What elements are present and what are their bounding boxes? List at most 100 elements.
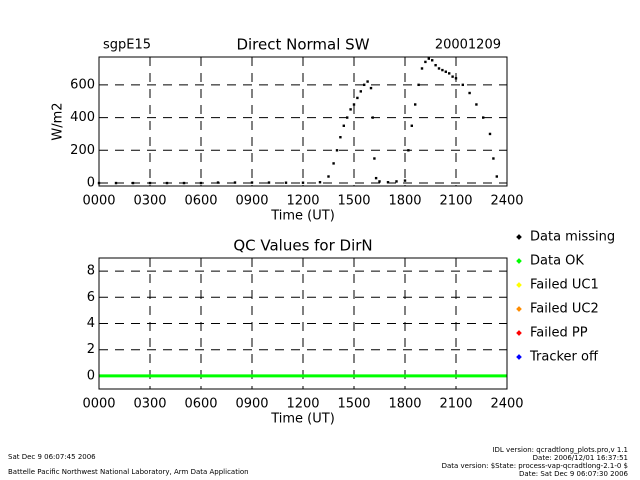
x-tick-label: 1800: [388, 397, 421, 412]
data-point: [114, 181, 118, 185]
x-tick-label: 1200: [286, 397, 319, 412]
data-point: [420, 67, 424, 70]
footer-text: Date: 2006/12/01 16:37:51: [533, 454, 628, 462]
legend-label: Tracker off: [529, 350, 599, 365]
data-point: [374, 176, 378, 180]
legend-marker: [516, 258, 522, 264]
legend-marker: [516, 282, 522, 288]
x-tick-label: 0900: [235, 194, 268, 209]
x-tick-label: 1800: [388, 194, 421, 209]
legend-label: Failed PP: [530, 326, 588, 341]
data-point: [395, 180, 398, 183]
plot-frame: [98, 257, 508, 390]
chart-title: Direct Normal SW: [236, 36, 369, 54]
data-point: [346, 116, 349, 119]
data-point: [301, 181, 305, 184]
x-tick-label: 0000: [82, 194, 115, 209]
data-point: [431, 59, 434, 62]
data-point: [434, 63, 437, 67]
y-tick-label: 600: [70, 77, 95, 92]
data-point: [352, 103, 356, 106]
y-tick-label: 400: [70, 110, 95, 125]
data-point: [414, 103, 417, 106]
data-point: [199, 181, 203, 185]
data-point: [427, 57, 430, 60]
data-point: [461, 83, 464, 87]
x-axis-title: Time (UT): [270, 209, 335, 224]
data-point: [495, 175, 498, 178]
data-point: [148, 181, 152, 185]
legend-marker: [516, 234, 522, 240]
data-point: [386, 181, 390, 184]
legend-marker: [516, 330, 522, 336]
x-tick-label: 1200: [286, 194, 319, 209]
x-tick-label: 0600: [184, 194, 217, 209]
data-point: [318, 181, 322, 184]
data-point: [371, 116, 374, 119]
y-tick-label: 6: [87, 290, 95, 305]
data-point: [475, 103, 478, 106]
data-point: [165, 181, 169, 185]
data-point: [424, 60, 427, 64]
x-tick-label: 0000: [82, 397, 115, 412]
data-point: [444, 70, 447, 73]
y-tick-label: 200: [70, 143, 95, 158]
data-point: [356, 96, 359, 100]
x-tick-label: 0900: [235, 397, 268, 412]
data-point: [327, 175, 330, 178]
legend-label: Data OK: [530, 254, 584, 269]
data-point: [407, 149, 410, 152]
y-tick-label: 2: [87, 342, 95, 357]
data-point: [378, 180, 381, 183]
footer-text: Data version: $State: process-vap-qcradt…: [442, 462, 628, 470]
data-point: [359, 90, 362, 93]
data-point: [437, 67, 441, 70]
x-axis-title: Time (UT): [270, 412, 335, 427]
data-point: [332, 162, 335, 165]
data-point: [284, 181, 288, 184]
data-point: [403, 179, 407, 182]
x-tick-label: 0300: [133, 194, 166, 209]
y-tick-label: 8: [87, 264, 95, 279]
data-point: [488, 132, 492, 136]
x-tick-label: 1500: [337, 194, 370, 209]
data-point: [335, 149, 339, 152]
x-tick-label: 2400: [490, 397, 523, 412]
x-tick-label: 0600: [184, 397, 217, 412]
x-tick-label: 1500: [337, 397, 370, 412]
y-tick-label: 4: [87, 316, 95, 331]
footer-text: Sat Dec 9 06:07:45 2006: [8, 453, 96, 461]
legend-marker: [516, 354, 522, 360]
data-point: [182, 181, 186, 185]
legend-label: Failed UC1: [530, 278, 599, 293]
data-point: [366, 80, 369, 83]
y-tick-label: 0: [87, 368, 95, 383]
data-point: [267, 181, 271, 184]
data-point: [492, 157, 495, 160]
y-tick-label: 0: [87, 176, 95, 191]
data-point: [131, 181, 135, 185]
x-tick-label: 2100: [439, 397, 472, 412]
x-tick-label: 2400: [490, 194, 523, 209]
data-point: [339, 136, 342, 139]
data-point: [454, 77, 458, 80]
data-point: [216, 181, 220, 184]
data-point: [369, 86, 373, 90]
plot-frame: [98, 56, 508, 187]
site-label: sgpE15: [103, 38, 151, 53]
y-axis-title: W/m2: [51, 102, 66, 140]
data-point: [441, 68, 444, 72]
footer-text: Date: Sat Dec 9 06:07:30 2006: [519, 470, 628, 478]
footer-text: Battelle Pacific Northwest National Labo…: [8, 468, 249, 476]
data-point: [342, 124, 345, 127]
data-point: [233, 181, 237, 184]
data-point: [468, 91, 471, 95]
legend-label: Data missing: [530, 230, 615, 245]
footer-text: IDL version: qcradtlong_plots.pro,v 1.1: [492, 446, 628, 454]
legend-marker: [516, 306, 522, 312]
data-point: [349, 108, 352, 111]
data-point: [417, 83, 420, 87]
chart-title: QC Values for DirN: [233, 237, 372, 255]
data-point: [448, 72, 451, 75]
